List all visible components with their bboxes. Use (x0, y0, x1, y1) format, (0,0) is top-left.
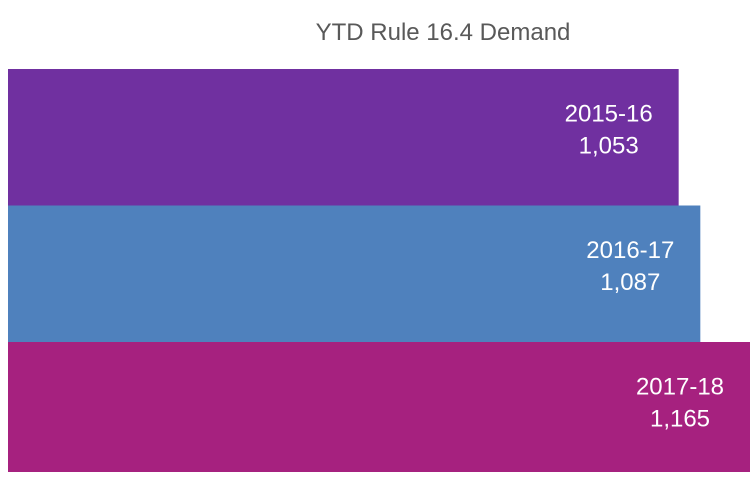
bar (8, 69, 679, 206)
category-label: 2015-16 (565, 100, 653, 127)
value-label: 1,165 (650, 405, 710, 432)
chart-title: YTD Rule 16.4 Demand (316, 19, 571, 46)
value-label: 1,087 (600, 269, 660, 296)
category-label: 2017-18 (636, 373, 724, 400)
value-label: 1,053 (579, 132, 639, 159)
bar (8, 342, 750, 477)
bar (8, 205, 701, 342)
category-label: 2016-17 (586, 237, 674, 264)
